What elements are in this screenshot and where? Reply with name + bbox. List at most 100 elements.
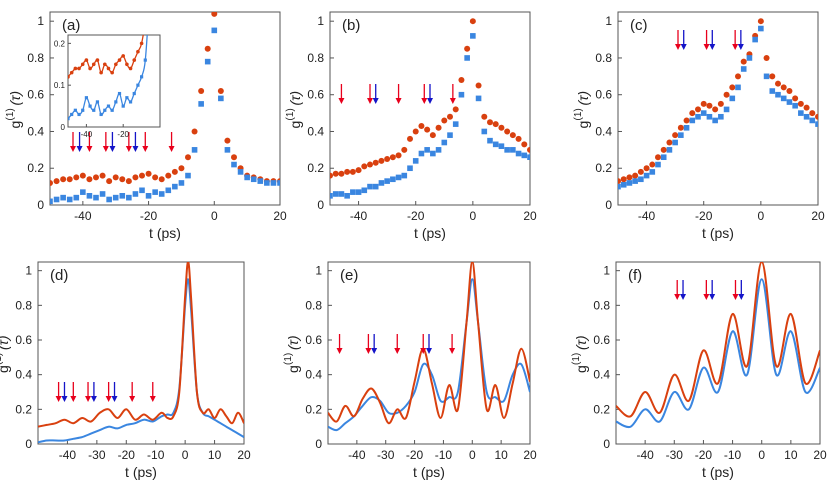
x-tick-label: -20: [695, 209, 713, 223]
x-tick-label: 0: [758, 448, 765, 462]
point-red: [145, 170, 152, 177]
x-tick-label: -30: [377, 448, 395, 462]
y-tick-label: 0.6: [305, 333, 322, 347]
y-label-argument: (τ): [287, 91, 303, 106]
point-blue: [510, 147, 516, 153]
point-red: [198, 88, 205, 95]
blue-arrow: [90, 382, 97, 402]
blue-arrow: [709, 280, 716, 300]
blue-arrow: [427, 84, 433, 104]
point-blue: [487, 137, 493, 144]
x-tick-label: 20: [273, 209, 287, 223]
point-red: [498, 124, 505, 131]
point-red: [73, 174, 80, 181]
x-tick-label: 0: [470, 209, 477, 223]
point-blue: [464, 55, 470, 61]
point-blue: [53, 196, 60, 203]
red-arrow: [142, 132, 149, 152]
red-arrow: [129, 382, 136, 402]
point-blue: [112, 194, 119, 201]
point-red: [119, 176, 126, 183]
x-tick-label: 0: [758, 209, 765, 223]
point-blue: [250, 176, 257, 183]
point-red: [769, 73, 776, 80]
panel-label: (f): [628, 267, 642, 284]
red-arrow: [85, 382, 92, 402]
x-tick-label: -40: [636, 448, 654, 462]
red-arrow: [338, 84, 345, 104]
point-blue: [632, 178, 638, 184]
point-blue: [73, 194, 80, 201]
point-red: [643, 165, 650, 172]
point-red: [700, 100, 707, 107]
point-red: [740, 58, 747, 65]
x-tick-label: 20: [813, 448, 827, 462]
x-axis-label: t (ps): [125, 464, 157, 480]
point-blue: [700, 110, 707, 116]
point-blue: [504, 147, 510, 153]
point-blue: [643, 172, 650, 179]
point-blue: [152, 189, 158, 195]
point-red: [515, 135, 522, 142]
blue-arrow: [61, 382, 68, 402]
data-area: [328, 262, 530, 432]
y-tick-label: 0.4: [305, 368, 322, 382]
point-red: [527, 146, 530, 153]
point-red: [412, 128, 419, 135]
x-tick-label: 0: [469, 448, 476, 462]
inset-x-tick-label: -40: [81, 130, 93, 139]
point-blue: [786, 99, 793, 105]
y-axis-label: g(1) (τ): [573, 91, 591, 129]
point-blue: [758, 25, 764, 32]
red-arrow: [395, 84, 402, 104]
x-tick-label: -40: [350, 209, 368, 223]
y-tick-label: 0.8: [307, 51, 324, 65]
point-red: [637, 168, 644, 175]
y-tick-label: 0.4: [307, 124, 324, 138]
red-arrow: [86, 132, 93, 152]
red-arrow: [675, 30, 681, 50]
y-label-main: g: [287, 121, 303, 129]
point-blue: [672, 139, 678, 146]
y-label-argument: (τ): [0, 335, 11, 350]
panel-label: (a): [62, 17, 80, 34]
blue-arrow: [132, 132, 139, 152]
point-blue: [231, 161, 237, 168]
point-red: [185, 154, 191, 161]
point-blue: [424, 147, 430, 153]
red-arrow: [125, 132, 132, 152]
panel-c: -40 -20 0 20 0 0.2 0.4 0.6 0.8 1 t (ps) g(1) (τ) (c): [573, 11, 825, 241]
point-blue: [270, 180, 277, 186]
point-red: [672, 132, 679, 139]
blue-arrow: [709, 30, 716, 50]
point-red: [689, 110, 696, 117]
red-arrow: [105, 382, 112, 402]
point-red: [372, 159, 379, 166]
point-blue: [458, 91, 465, 98]
point-red: [666, 139, 673, 146]
point-red: [361, 163, 368, 170]
point-red: [481, 113, 488, 120]
x-tick-label: 0: [211, 209, 218, 223]
point-blue: [412, 158, 419, 164]
point-blue: [204, 58, 211, 65]
blue-arrow: [426, 334, 432, 354]
point-red: [464, 45, 471, 52]
point-red: [469, 18, 476, 25]
x-axis-label: t (ps): [414, 225, 446, 241]
red-arrow: [732, 30, 739, 50]
plot-frame: [37, 261, 245, 445]
x-tick-label: -30: [88, 448, 106, 462]
point-blue: [224, 147, 231, 153]
y-label-superscript: (1): [571, 353, 582, 365]
point-blue: [430, 150, 436, 157]
series-line-red: [38, 262, 244, 428]
data-area: [38, 262, 244, 444]
red-arrow: [703, 30, 710, 50]
panel-label: (d): [50, 267, 68, 284]
red-arrow: [365, 334, 372, 354]
point-red: [706, 102, 713, 109]
y-tick-label: 1: [603, 264, 610, 278]
point-red: [792, 95, 799, 102]
point-blue: [198, 101, 204, 107]
